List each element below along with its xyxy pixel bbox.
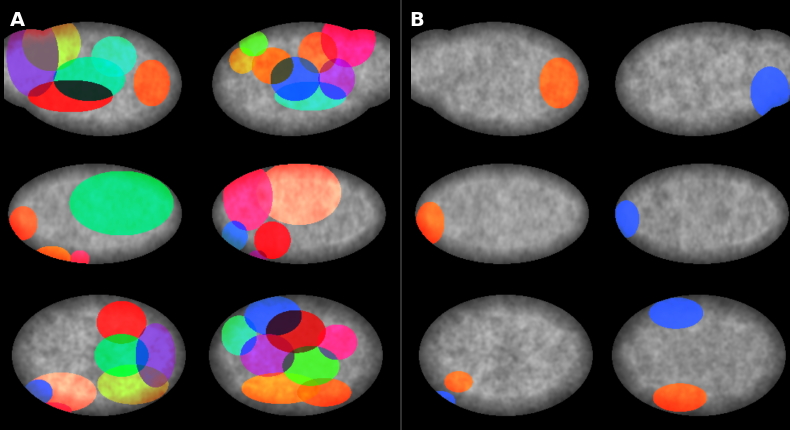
Text: B: B bbox=[409, 11, 424, 30]
Text: A: A bbox=[9, 11, 24, 30]
